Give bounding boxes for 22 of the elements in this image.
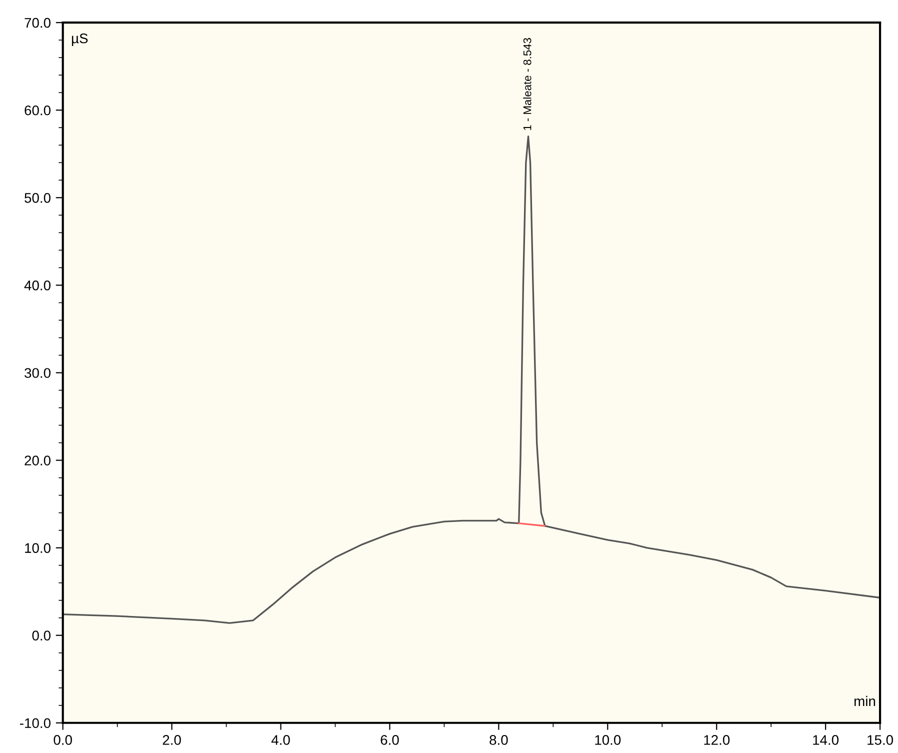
y-tick-label: 60.0 xyxy=(24,105,51,116)
x-tick-label: 6.0 xyxy=(380,735,399,745)
x-tick-label: 8.0 xyxy=(490,735,508,745)
x-tick-label: 14.0 xyxy=(813,735,839,745)
annotation: 1 - Maleate - 8.543 xyxy=(523,38,532,130)
y-tick-label: 0.0 xyxy=(32,630,51,641)
line-series xyxy=(62,136,880,624)
x-tick-label: 0.0 xyxy=(54,735,72,745)
x-axis-title: min xyxy=(854,696,876,706)
y-tick-label: 30.0 xyxy=(24,368,51,378)
x-tick-label: 2.0 xyxy=(162,735,181,745)
x-tick-label: 10.0 xyxy=(595,735,621,745)
y-tick-label: -10.0 xyxy=(20,718,51,728)
x-tick-label: 4.0 xyxy=(271,735,290,745)
y-tick-label: 10.0 xyxy=(25,543,51,553)
x-tick-label: 12.0 xyxy=(704,735,730,745)
y-tick-label: 70.0 xyxy=(24,18,51,28)
y-tick-label: 50.0 xyxy=(24,192,51,203)
y-tick-label: 40.0 xyxy=(24,280,51,290)
x-tick-label: 15.0 xyxy=(868,735,894,745)
y-axis-title: µS xyxy=(72,33,88,46)
y-tick-label: 20.0 xyxy=(24,456,51,466)
